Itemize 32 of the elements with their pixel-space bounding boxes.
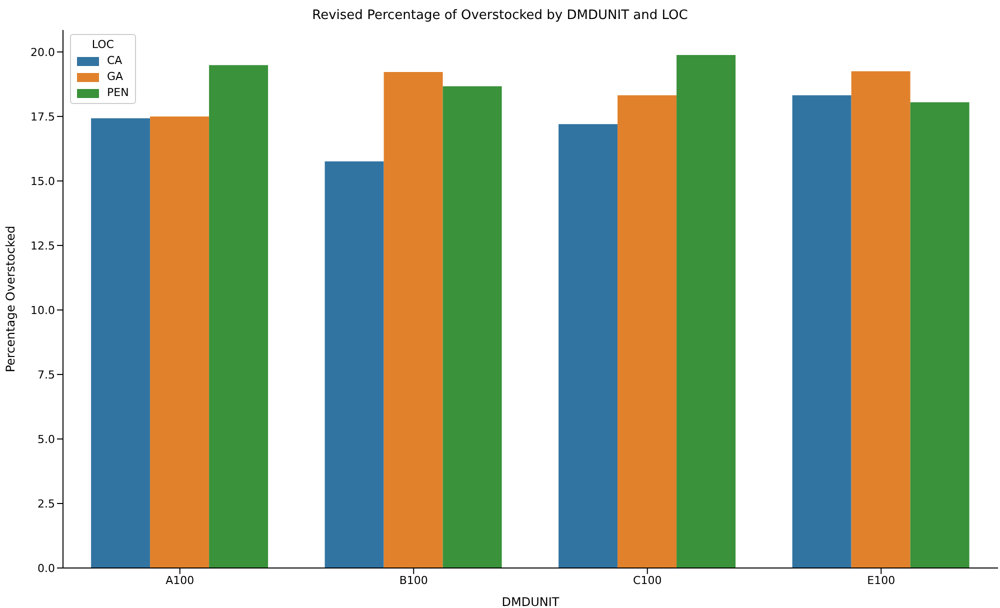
y-tick-label: 10.0 [30, 304, 55, 317]
y-tick-label: 0.0 [38, 562, 55, 575]
legend-label: GA [107, 69, 124, 85]
x-tick-label: E100 [867, 574, 896, 587]
x-tick-label: C100 [633, 574, 662, 587]
y-tick-label: 2.5 [38, 497, 55, 510]
bar [150, 116, 210, 568]
x-tick-label: A100 [166, 574, 194, 587]
y-tick-label: 17.5 [30, 110, 55, 124]
y-tick-label: 20.0 [30, 46, 55, 59]
bar [618, 95, 677, 568]
y-tick-label: 15.0 [30, 174, 55, 188]
bar [324, 161, 384, 568]
legend-label: CA [107, 53, 122, 69]
y-tick-label: 7.5 [38, 368, 55, 382]
y-tick-label: 12.5 [30, 239, 55, 252]
y-tick-label: 5.0 [38, 432, 55, 446]
bar [558, 124, 618, 568]
x-axis-title: DMDUNIT [502, 595, 560, 608]
bar [851, 71, 910, 568]
bar [209, 65, 268, 568]
bar [676, 55, 736, 568]
chart-title: Revised Percentage of Overstocked by DMDUNIT and LOC [311, 8, 689, 23]
legend-title: LOC [90, 37, 115, 53]
bar [91, 118, 150, 568]
bar [910, 102, 970, 568]
bar [384, 72, 443, 568]
x-tick-label: B100 [399, 574, 428, 587]
y-axis-title: Percentage Overstocked [3, 226, 18, 372]
bar [442, 86, 502, 568]
legend-label: PEN [107, 85, 129, 101]
bar [792, 95, 852, 568]
